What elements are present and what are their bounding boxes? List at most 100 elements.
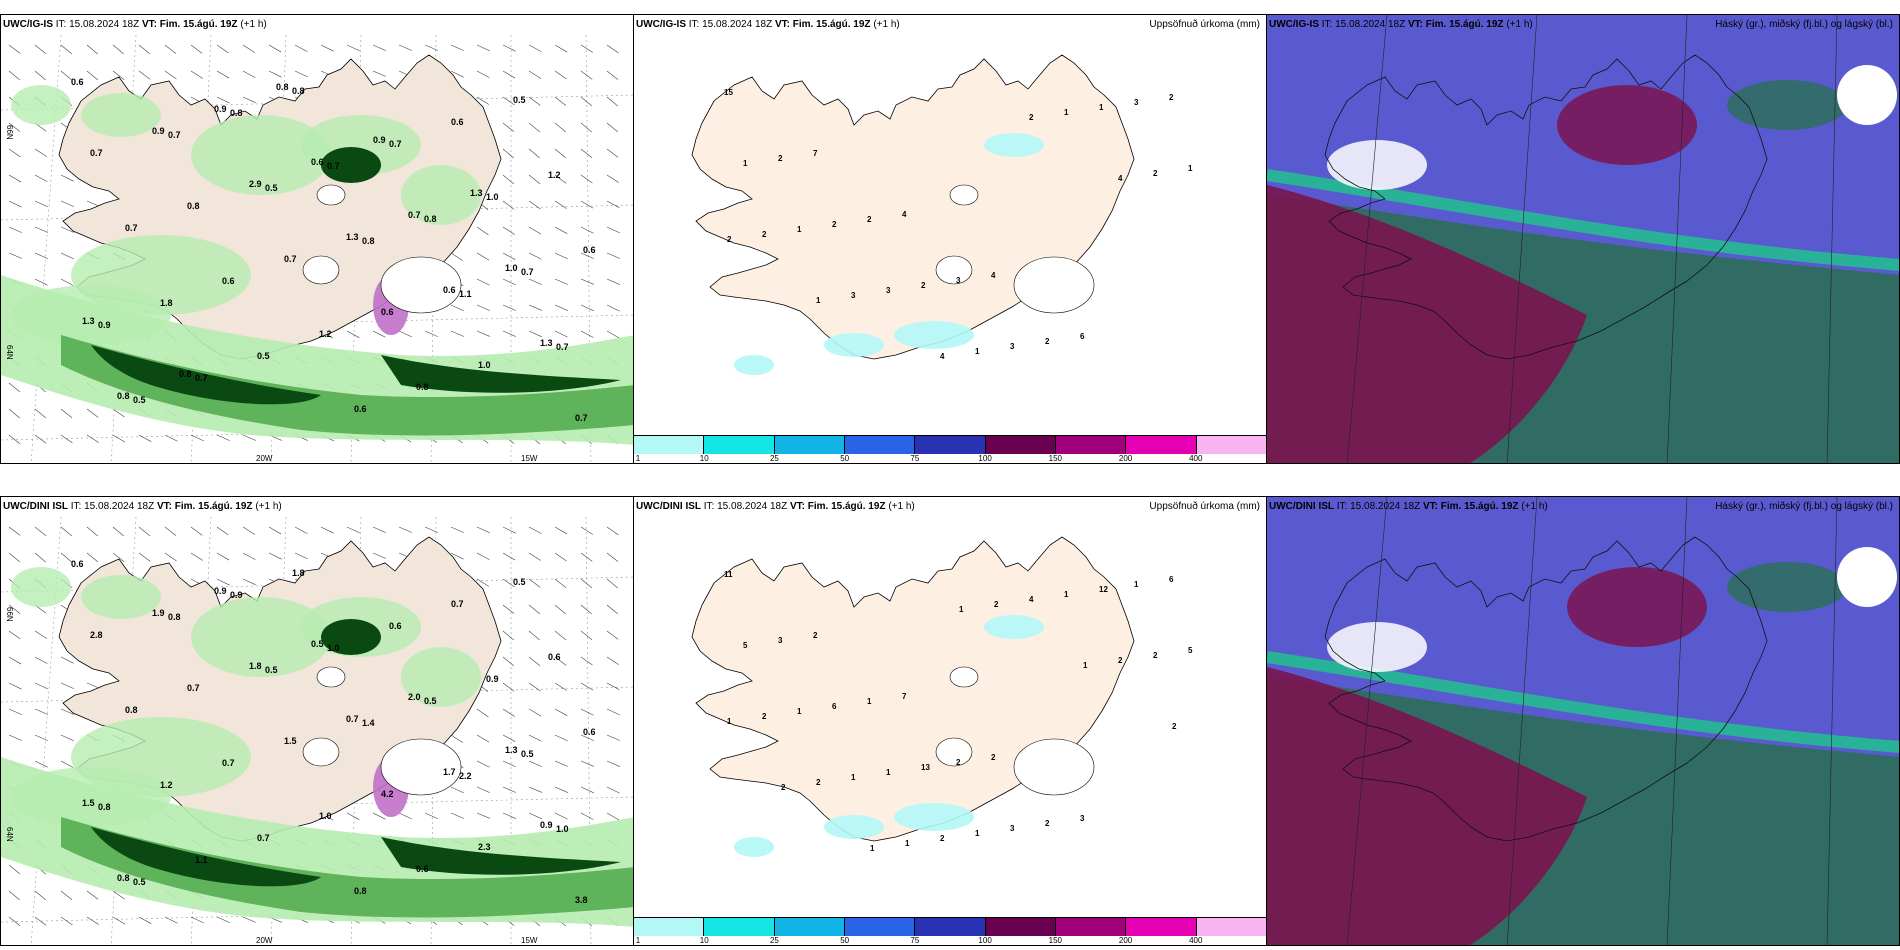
precip-value: 0.6 [451, 117, 464, 127]
lon-label-20w: 20W [256, 936, 273, 945]
legend-swatch [915, 436, 986, 454]
wind-barb [476, 70, 490, 78]
lon-label-15w: 15W [521, 936, 538, 945]
precip-value: 1.8 [292, 568, 305, 578]
wind-barb [528, 630, 540, 641]
precip-area [734, 355, 774, 375]
wind-barb [554, 526, 568, 535]
precip-value: 2 [1118, 656, 1123, 665]
precip-value: 4 [1029, 595, 1034, 604]
wind-barb [34, 916, 47, 926]
wind-barb [580, 70, 593, 80]
wind-barb [554, 96, 567, 106]
wind-barb [450, 734, 463, 743]
precip-value: 1 [905, 839, 910, 848]
precip-value: 3 [886, 286, 891, 295]
wind-barb [606, 786, 620, 794]
wind-barb [34, 760, 48, 768]
precip-value: 7 [902, 692, 907, 701]
wind-barb [528, 304, 543, 311]
precip-value: 0.7 [168, 130, 181, 140]
precip-value: 2 [1153, 169, 1158, 178]
wind-barb [34, 708, 49, 715]
clear-sky [1327, 140, 1427, 190]
wind-barb [580, 526, 593, 535]
wind-barb [580, 252, 594, 259]
wind-barb [398, 44, 413, 51]
panel-bottom-left-wind-precip: UWC/DINI ISL IT: 15.08.2024 18Z VT: Fim.… [0, 496, 634, 946]
wind-barb [216, 96, 230, 104]
wind-barb [502, 630, 514, 641]
wind-barb [372, 552, 387, 559]
lat-label-64n: 64N [5, 827, 14, 842]
wind-barb [86, 682, 101, 689]
precip-value: 4 [991, 271, 996, 280]
wind-barb [528, 708, 542, 717]
wind-barb [502, 252, 516, 260]
wind-barb [554, 656, 567, 666]
wind-barb [476, 304, 490, 311]
wind-barb [554, 174, 567, 184]
precip-light [81, 93, 161, 137]
precip-value: 0.5 [133, 877, 146, 887]
wind-barb [554, 630, 566, 641]
legend-label: 25 [769, 936, 779, 945]
wind-barb [268, 526, 282, 535]
wind-barb [502, 304, 516, 311]
precip-value: 1.2 [160, 780, 173, 790]
precip-value: 1 [886, 768, 891, 777]
wind-barb [60, 656, 74, 664]
wind-barb [528, 44, 542, 52]
wind-barb [60, 526, 72, 537]
precip-value: 2 [867, 215, 872, 224]
precip-value: 2 [781, 783, 786, 792]
wind-barb [580, 226, 594, 234]
wind-barb [242, 44, 255, 53]
panel-top-left-wind-precip: UWC/IG-IS IT: 15.08.2024 18Z VT: Fim. 15… [0, 14, 634, 464]
wind-barb [554, 812, 568, 820]
precip-value: 1.8 [160, 298, 173, 308]
wind-barb [372, 526, 386, 533]
wind-barb [606, 682, 620, 690]
wind-barb [372, 330, 386, 338]
legend-label: 200 [1118, 454, 1133, 463]
iceland-land [691, 536, 1135, 842]
wind-barb [606, 122, 618, 133]
precip-light [11, 567, 71, 607]
precip-value: 0.6 [222, 276, 235, 286]
precip-value: 1 [1083, 661, 1088, 670]
glacier [1013, 256, 1095, 314]
precip-value: 0.9 [214, 104, 227, 114]
wind-barb [580, 708, 594, 716]
legend-label: 50 [840, 454, 850, 463]
wind-barb [554, 578, 567, 588]
precip-band-dark [381, 837, 621, 875]
precip-value: 1 [870, 844, 875, 853]
precip-area [894, 321, 974, 349]
wind-barb [112, 70, 125, 80]
grid-line [1346, 497, 1388, 945]
legend-label: 1 [635, 936, 641, 945]
grid-line [1346, 15, 1388, 463]
precip-value: 0.8 [292, 86, 305, 96]
panel-top-middle-accum-precip: UWC/IG-IS IT: 15.08.2024 18Z VT: Fim. 15… [633, 14, 1267, 464]
wind-barb [554, 330, 568, 338]
precip-value: 2 [1045, 337, 1050, 346]
panel-title: UWC/IG-IS IT: 15.08.2024 18Z VT: Fim. 15… [636, 19, 900, 30]
wind-barb [242, 96, 256, 104]
precip-value: 2 [1172, 722, 1177, 731]
wind-barb [450, 526, 464, 533]
wind-barb [580, 604, 592, 615]
precip-legend-labels: 1 10 25 50 75 100 150 200 400 [634, 454, 1266, 463]
wind-barb [528, 812, 542, 820]
precip-value: 0.7 [451, 599, 464, 609]
glacier [302, 255, 340, 285]
grid-line [1506, 15, 1538, 463]
wind-barb [502, 330, 516, 337]
precip-value: 0.8 [187, 201, 200, 211]
precip-value: 1 [797, 707, 802, 716]
precip-value: 0.8 [179, 369, 192, 379]
wind-barb [86, 44, 98, 55]
precip-cell [321, 147, 381, 183]
precip-value: 2 [832, 220, 837, 229]
